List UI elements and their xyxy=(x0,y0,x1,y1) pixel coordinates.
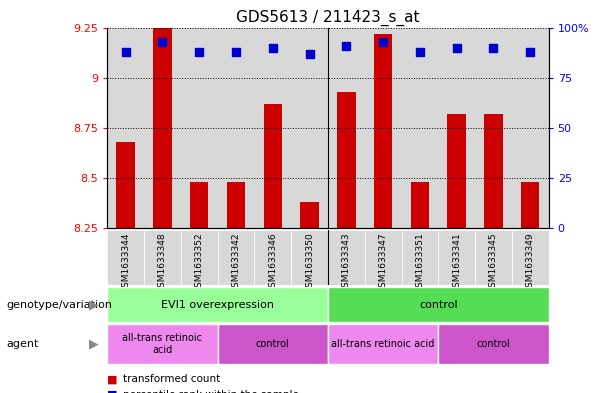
Bar xyxy=(402,230,438,285)
Bar xyxy=(438,28,475,228)
Bar xyxy=(291,28,328,228)
Bar xyxy=(190,182,208,228)
Bar xyxy=(438,230,475,285)
Bar xyxy=(512,230,549,285)
Text: GSM1633341: GSM1633341 xyxy=(452,233,461,293)
Bar xyxy=(144,230,181,285)
Bar xyxy=(475,28,512,228)
Text: GSM1633350: GSM1633350 xyxy=(305,233,314,294)
Text: ▶: ▶ xyxy=(89,298,99,311)
Bar xyxy=(107,324,218,364)
Bar xyxy=(254,28,291,228)
Text: GSM1633343: GSM1633343 xyxy=(342,233,351,293)
Bar xyxy=(144,28,181,228)
Point xyxy=(231,48,241,55)
Point xyxy=(378,39,388,45)
Point xyxy=(415,48,425,55)
Bar xyxy=(227,182,245,228)
Text: genotype/variation: genotype/variation xyxy=(6,299,112,310)
Text: ▶: ▶ xyxy=(89,337,99,351)
Text: agent: agent xyxy=(6,339,39,349)
Bar xyxy=(374,33,392,228)
Text: GSM1633344: GSM1633344 xyxy=(121,233,130,293)
Text: ■: ■ xyxy=(107,390,118,393)
Text: all-trans retinoic acid: all-trans retinoic acid xyxy=(332,339,435,349)
Bar xyxy=(512,28,549,228)
Point xyxy=(121,48,131,55)
Point xyxy=(158,39,167,45)
Bar xyxy=(254,230,291,285)
Bar xyxy=(328,230,365,285)
Point xyxy=(489,44,498,51)
Bar xyxy=(365,230,402,285)
Bar xyxy=(447,114,466,228)
Title: GDS5613 / 211423_s_at: GDS5613 / 211423_s_at xyxy=(236,10,420,26)
Point xyxy=(194,48,204,55)
Bar xyxy=(153,28,172,228)
Text: control: control xyxy=(256,339,290,349)
Text: transformed count: transformed count xyxy=(123,374,220,384)
Bar xyxy=(402,28,438,228)
Point xyxy=(268,44,278,51)
Text: GSM1633348: GSM1633348 xyxy=(158,233,167,293)
Bar xyxy=(484,114,503,228)
Bar xyxy=(521,182,539,228)
Text: GSM1633342: GSM1633342 xyxy=(232,233,240,293)
Text: GSM1633345: GSM1633345 xyxy=(489,233,498,293)
Text: EVI1 overexpression: EVI1 overexpression xyxy=(161,299,274,310)
Bar xyxy=(264,104,282,228)
Bar xyxy=(116,142,135,228)
Text: percentile rank within the sample: percentile rank within the sample xyxy=(123,390,299,393)
Bar xyxy=(328,28,365,228)
Text: GSM1633347: GSM1633347 xyxy=(379,233,387,293)
Bar xyxy=(300,202,319,228)
Text: control: control xyxy=(419,299,458,310)
Bar xyxy=(365,28,402,228)
Bar xyxy=(328,324,438,364)
Point xyxy=(341,42,351,49)
Bar xyxy=(181,230,218,285)
Bar xyxy=(218,324,328,364)
Bar xyxy=(218,28,254,228)
Bar xyxy=(107,230,144,285)
Bar xyxy=(107,28,144,228)
Bar xyxy=(475,230,512,285)
Bar xyxy=(181,28,218,228)
Bar xyxy=(291,230,328,285)
Point xyxy=(305,50,314,57)
Text: GSM1633349: GSM1633349 xyxy=(526,233,535,293)
Bar xyxy=(328,287,549,322)
Point xyxy=(525,48,535,55)
Text: all-trans retinoic
acid: all-trans retinoic acid xyxy=(123,333,202,354)
Bar xyxy=(411,182,429,228)
Bar xyxy=(218,230,254,285)
Text: control: control xyxy=(476,339,511,349)
Bar xyxy=(438,324,549,364)
Text: GSM1633351: GSM1633351 xyxy=(416,233,424,294)
Bar xyxy=(337,92,356,228)
Point xyxy=(452,44,462,51)
Text: GSM1633352: GSM1633352 xyxy=(195,233,204,293)
Bar xyxy=(107,287,328,322)
Text: GSM1633346: GSM1633346 xyxy=(268,233,277,293)
Text: ■: ■ xyxy=(107,374,118,384)
